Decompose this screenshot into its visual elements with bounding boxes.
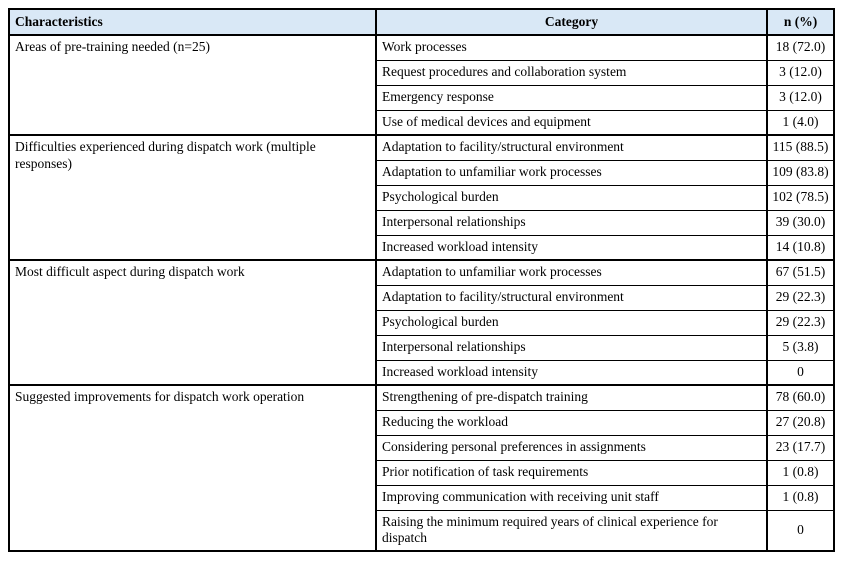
characteristic-cell: Suggested improvements for dispatch work… — [8, 383, 377, 552]
category-cell: Raising the minimum required years of cl… — [375, 509, 768, 552]
characteristic-cell: Areas of pre-training needed (n=25) — [8, 34, 377, 136]
category-cell: Increased workload intensity — [375, 359, 768, 386]
category-cell: Psychological burden — [375, 184, 768, 211]
table-row: Considering personal preferences in assi… — [9, 434, 835, 461]
table-row: Interpersonal relationships 5 (3.8) — [9, 334, 835, 361]
n-percent-cell: 1 (4.0) — [766, 109, 835, 136]
table-row: Improving communication with receiving u… — [9, 484, 835, 511]
category-cell: Prior notification of task requirements — [375, 459, 768, 486]
table-row: Adaptation to facility/structural enviro… — [9, 284, 835, 311]
table-row: Prior notification of task requirements 1… — [9, 459, 835, 486]
table-row: Interpersonal relationships 39 (30.0) — [9, 209, 835, 236]
category-cell: Adaptation to facility/structural enviro… — [375, 134, 768, 161]
table-row: Areas of pre-training needed (n=25) Work … — [8, 34, 835, 136]
characteristic-cell: Difficulties experienced during dispatch… — [8, 134, 377, 261]
n-percent-cell: 3 (12.0) — [766, 84, 835, 111]
category-cell: Increased workload intensity — [375, 234, 768, 261]
table-row: Raising the minimum required years of cl… — [9, 509, 835, 552]
characteristics-table: Characteristics Category n (%) Areas of … — [8, 8, 835, 553]
table-row: Adaptation to unfamiliar work processes 1… — [9, 159, 835, 186]
n-percent-cell: 23 (17.7) — [766, 434, 835, 461]
category-cell: Reducing the workload — [375, 409, 768, 436]
n-percent-cell: 67 (51.5) — [766, 259, 835, 286]
n-percent-cell: 115 (88.5) — [766, 134, 835, 161]
category-cell: Adaptation to facility/structural enviro… — [375, 284, 768, 311]
n-percent-cell: 14 (10.8) — [766, 234, 835, 261]
column-header-n-percent: n (%) — [766, 8, 835, 36]
table-row: Use of medical devices and equipment 1 (4… — [9, 109, 835, 136]
n-percent-cell: 18 (72.0) — [766, 34, 835, 61]
n-percent-cell: 39 (30.0) — [766, 209, 835, 236]
n-percent-cell: 5 (3.8) — [766, 334, 835, 361]
table-row: Difficulties experienced during dispatch… — [8, 134, 835, 261]
table-row: Increased workload intensity 0 — [9, 359, 835, 386]
table-row: Psychological burden 102 (78.5) — [9, 184, 835, 211]
category-cell: Use of medical devices and equipment — [375, 109, 768, 136]
n-percent-cell: 29 (22.3) — [766, 309, 835, 336]
n-percent-cell: 0 — [766, 509, 835, 552]
n-percent-cell: 109 (83.8) — [766, 159, 835, 186]
table-row: Request procedures and collaboration sys… — [9, 59, 835, 86]
n-percent-cell: 1 (0.8) — [766, 484, 835, 511]
category-cell: Adaptation to unfamiliar work processes — [375, 159, 768, 186]
category-cell: Psychological burden — [375, 309, 768, 336]
category-cell: Request procedures and collaboration sys… — [375, 59, 768, 86]
table-row: Most difficult aspect during dispatch wo… — [8, 259, 835, 386]
category-cell: Work processes — [375, 34, 768, 61]
n-percent-cell: 102 (78.5) — [766, 184, 835, 211]
n-percent-cell: 1 (0.8) — [766, 459, 835, 486]
column-header-category: Category — [375, 8, 768, 36]
category-cell: Strengthening of pre-dispatch training — [375, 384, 768, 411]
table-row: Reducing the workload 27 (20.8) — [9, 409, 835, 436]
category-cell: Interpersonal relationships — [375, 209, 768, 236]
n-percent-cell: 27 (20.8) — [766, 409, 835, 436]
category-cell: Emergency response — [375, 84, 768, 111]
table-row: Increased workload intensity 14 (10.8) — [9, 234, 835, 261]
category-cell: Adaptation to unfamiliar work processes — [375, 259, 768, 286]
column-header-characteristics: Characteristics — [8, 8, 377, 36]
n-percent-cell: 0 — [766, 359, 835, 386]
table-header-row: Characteristics Category n (%) — [8, 8, 835, 36]
category-cell: Interpersonal relationships — [375, 334, 768, 361]
category-cell: Improving communication with receiving u… — [375, 484, 768, 511]
table-row: Suggested improvements for dispatch work… — [8, 383, 835, 552]
n-percent-cell: 29 (22.3) — [766, 284, 835, 311]
characteristic-cell: Most difficult aspect during dispatch wo… — [8, 259, 377, 386]
category-cell: Considering personal preferences in assi… — [375, 434, 768, 461]
n-percent-cell: 3 (12.0) — [766, 59, 835, 86]
n-percent-cell: 78 (60.0) — [766, 384, 835, 411]
table-body: Areas of pre-training needed (n=25) Work … — [8, 34, 835, 552]
